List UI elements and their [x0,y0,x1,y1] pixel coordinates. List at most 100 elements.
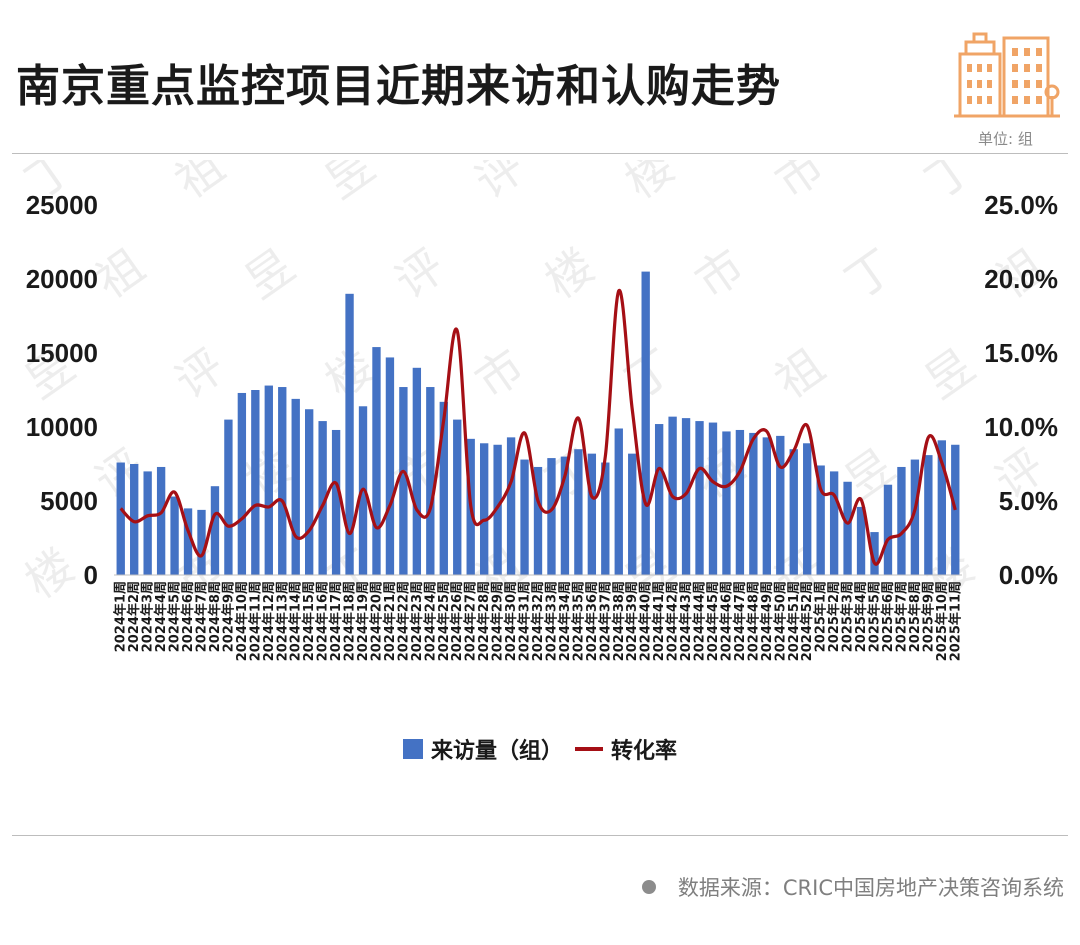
watermark-char: 昱 [315,160,384,209]
bar [574,449,583,575]
x-tick-label: 2024年19周 [355,581,371,661]
x-tick-label: 2024年40周 [638,581,654,661]
watermark-char: 楼 [15,538,84,609]
x-tick-label: 2025年6周 [880,581,896,652]
x-tick-label: 2024年11周 [247,581,263,661]
bar [493,444,502,575]
bar [130,464,139,575]
x-tick-label: 2024年31周 [517,581,533,661]
bar [453,419,462,575]
y-right-tick-label: 25.0% [984,190,1058,220]
watermark-char: 昱 [235,238,304,309]
conversion-line [119,289,957,566]
y-left-tick-label: 15000 [26,338,98,368]
x-tick-label: 2024年18周 [342,581,358,661]
bar [816,465,825,575]
x-tick-label: 2024年12周 [261,581,277,661]
bar [399,387,408,575]
legend-item-visits: 来访量（组） [402,733,563,765]
right-axis: 0.0% 5.0% 10.0% 15.0% 20.0% 25.0% [984,190,1058,590]
x-tick-label: 2024年45周 [705,581,721,661]
x-tick-label: 2024年41周 [651,581,667,661]
bar [547,458,556,575]
x-tick-label: 2025年4周 [853,581,869,652]
x-tick-label: 2024年10周 [234,581,250,661]
bar [278,387,287,575]
bar [681,418,691,575]
x-tick-label: 2024年22周 [395,581,411,661]
x-tick-label: 2024年43周 [678,581,694,661]
watermark-char: 丁 [835,238,904,309]
bullet-icon [641,880,656,894]
y-right-tick-label: 5.0% [999,486,1058,516]
bar [183,508,193,575]
x-tick-label: 2024年15周 [301,581,317,661]
bar [264,385,273,575]
watermark-char: 祖 [765,338,834,409]
x-tick-label: 2024年17周 [328,581,344,661]
bar [426,387,435,575]
bar [601,462,610,575]
bar [843,481,852,575]
header-divider [12,153,1068,154]
bar [237,392,247,575]
bar [776,435,785,575]
x-tick-label: 2024年1周 [113,581,129,652]
watermark-char: 评 [165,338,234,409]
x-tick-label: 2024年16周 [315,581,331,661]
bar [210,486,220,575]
watermark-char: 丁 [915,160,984,209]
watermark-char: 市 [685,238,754,309]
watermark-char: 市 [765,160,834,209]
x-tick-label: 2024年39周 [624,581,640,661]
bar [291,398,300,575]
x-tick-label: 2025年11周 [947,581,963,661]
x-tick-label: 2024年3周 [140,581,156,652]
x-tick-label: 2024年34周 [557,581,573,661]
y-left-tick-label: 5000 [40,486,98,516]
bar [116,462,125,575]
building-logo-icon [954,32,1060,118]
bar [506,437,516,575]
bar [143,471,152,575]
visits-conversion-chart: 丁祖昱评楼市丁祖昱评楼市丁祖昱评楼市丁祖昱评楼市丁祖昱评楼市丁祖昱评楼 0500… [15,160,1058,661]
bar [735,429,745,575]
x-tick-label: 2024年9周 [220,581,236,652]
bar [910,459,920,575]
bar [412,367,422,575]
x-tick-label: 2024年49周 [759,581,775,661]
x-tick-label: 2024年48周 [745,581,761,661]
x-tick-label: 2025年10周 [934,581,950,661]
x-tick-label: 2024年52周 [799,581,815,661]
bar-series [116,271,960,575]
x-tick-label: 2024年14周 [288,581,304,661]
unit-label: 单位: 组 [978,130,1033,148]
x-tick-label: 2024年35周 [570,581,586,661]
legend-visits-label: 来访量（组） [430,739,563,764]
watermark-char: 祖 [165,160,234,209]
y-left-tick-label: 20000 [26,264,98,294]
legend-conversion-label: 转化率 [611,739,678,764]
x-tick-label: 2024年6周 [180,581,196,652]
x-tick-label: 2024年37周 [597,581,613,661]
x-tick-label: 2024年13周 [274,581,290,661]
x-tick-label: 2025年8周 [907,581,923,652]
x-tick-label: 2024年26周 [449,581,465,661]
y-right-tick-label: 20.0% [984,264,1058,294]
bar [372,347,381,575]
bar [533,466,543,575]
bar [856,506,866,575]
x-tick-label: 2024年47周 [732,581,748,661]
x-tick-label: 2024年32周 [530,581,546,661]
bar [870,532,879,575]
bar [762,437,771,575]
y-right-tick-label: 10.0% [984,412,1058,442]
bar [520,459,529,575]
bar [803,443,812,575]
x-tick-label: 2025年1周 [813,581,829,652]
bar [654,424,664,575]
bar [695,421,704,575]
source-note: 数据来源：CRIC中国房地产决策咨询系统 [641,872,1064,902]
x-tick-label: 2024年21周 [382,581,398,661]
y-right-tick-label: 15.0% [984,338,1058,368]
